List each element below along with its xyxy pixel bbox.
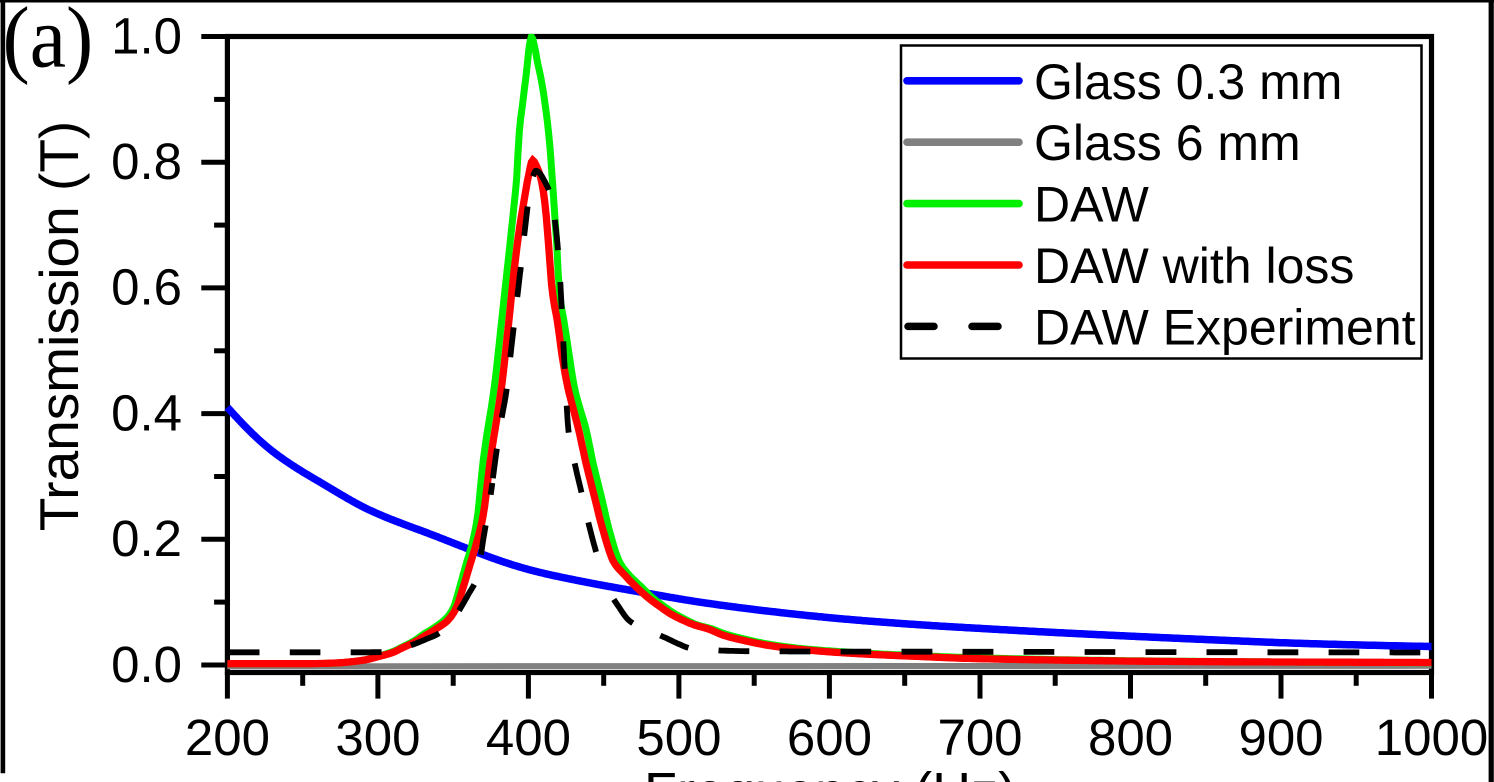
svg-text:0.0: 0.0 — [111, 636, 182, 693]
svg-text:Frequency (Hz): Frequency (Hz) — [644, 762, 1016, 782]
svg-text:1000: 1000 — [1375, 709, 1488, 766]
svg-text:300: 300 — [335, 709, 420, 766]
svg-text:200: 200 — [185, 709, 270, 766]
svg-text:Transmission (T): Transmission (T) — [28, 121, 90, 532]
svg-text:0.6: 0.6 — [111, 259, 182, 316]
svg-text:DAW Experiment: DAW Experiment — [1034, 299, 1416, 355]
svg-text:600: 600 — [787, 709, 872, 766]
svg-text:1.0: 1.0 — [111, 7, 182, 64]
svg-text:Glass 6 mm: Glass 6 mm — [1034, 115, 1301, 171]
svg-text:0.4: 0.4 — [111, 384, 182, 441]
svg-text:(a): (a) — [3, 0, 94, 86]
svg-text:400: 400 — [486, 709, 571, 766]
svg-text:DAW: DAW — [1034, 177, 1150, 233]
svg-text:900: 900 — [1238, 709, 1323, 766]
svg-text:Glass 0.3 mm: Glass 0.3 mm — [1034, 54, 1342, 110]
svg-text:700: 700 — [937, 709, 1022, 766]
svg-text:500: 500 — [636, 709, 721, 766]
svg-text:0.8: 0.8 — [111, 133, 182, 190]
svg-text:800: 800 — [1088, 709, 1173, 766]
svg-text:0.2: 0.2 — [111, 510, 182, 567]
svg-text:DAW with loss: DAW with loss — [1034, 238, 1354, 294]
